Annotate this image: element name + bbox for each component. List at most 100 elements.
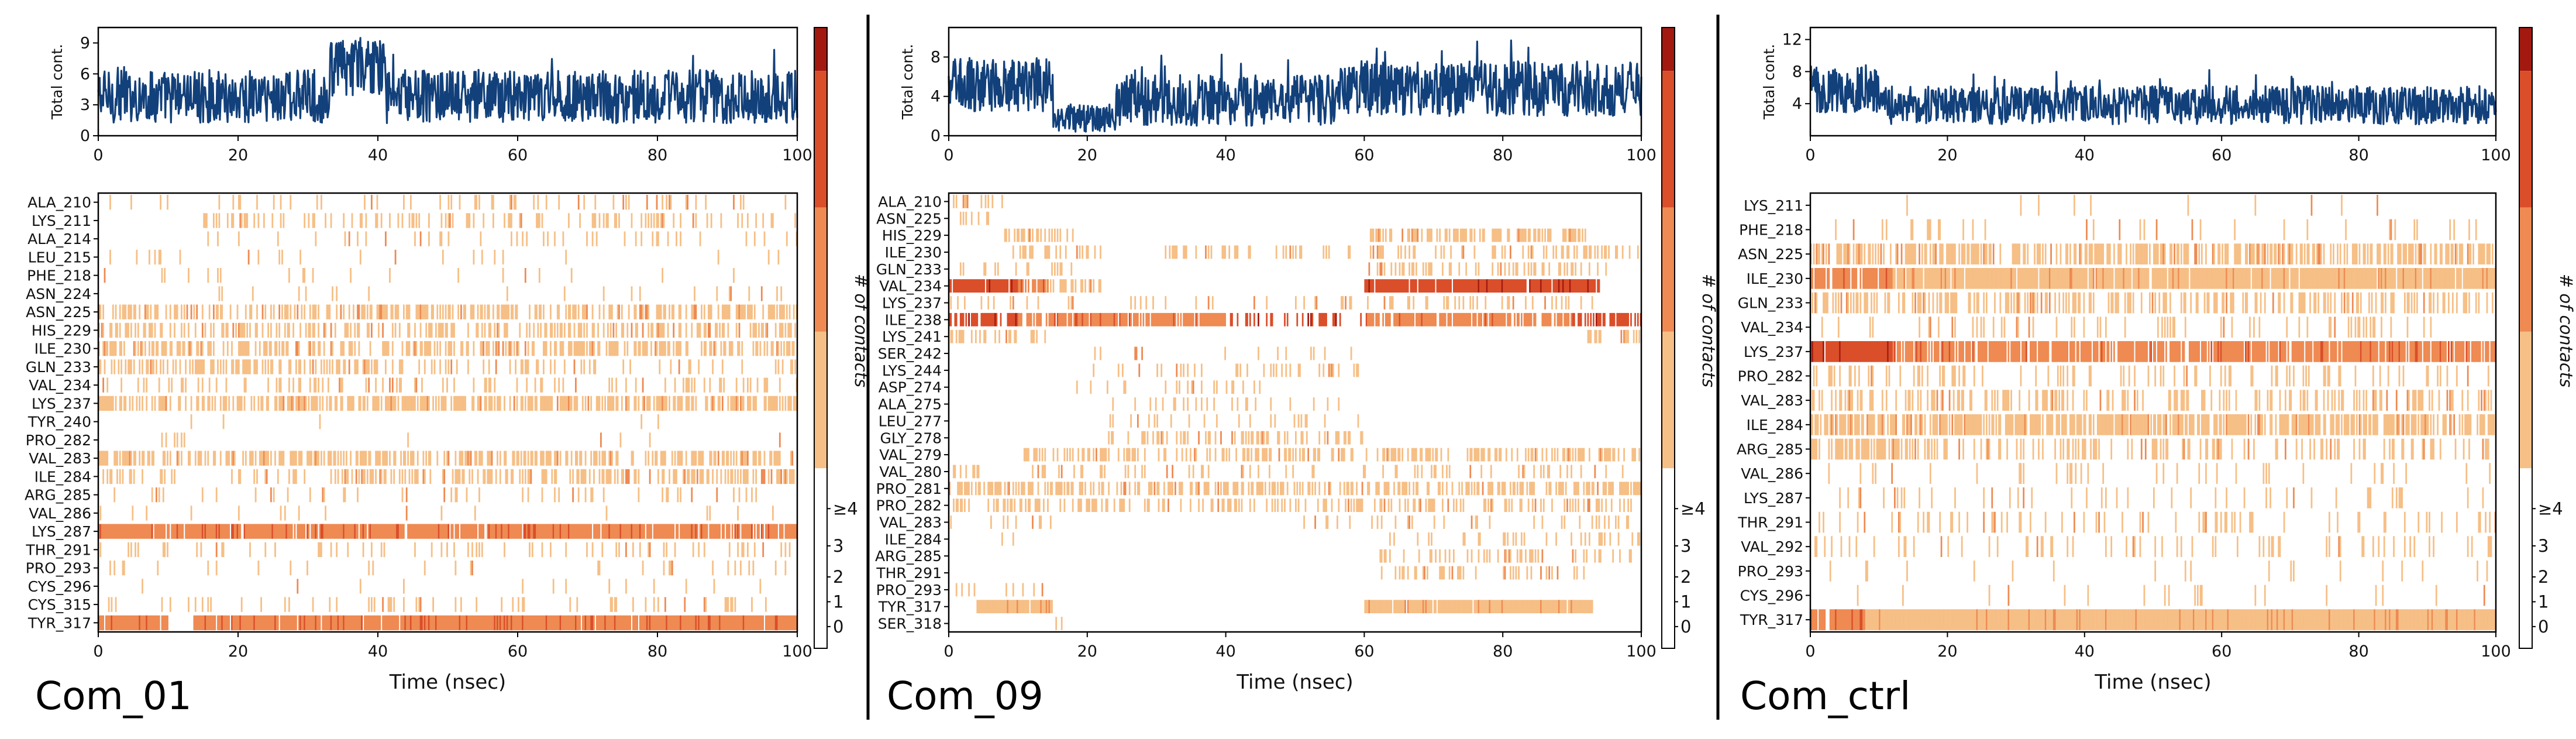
contact-mark <box>1245 397 1247 411</box>
contact-mark <box>1594 465 1596 479</box>
contact-mark <box>1507 312 1509 326</box>
contact-mark <box>1393 312 1395 326</box>
contact-mark <box>1001 195 1003 208</box>
contact-mark <box>467 524 469 539</box>
contact-mark <box>439 359 441 374</box>
contact-mark <box>158 615 160 631</box>
contact-mark <box>1473 312 1476 326</box>
contact-mark <box>638 487 640 503</box>
contact-mark <box>383 469 385 484</box>
contact-mark <box>752 322 755 338</box>
contact-mark <box>563 524 566 539</box>
contact-mark <box>466 615 468 631</box>
contact-mark <box>741 542 743 558</box>
contact-mark <box>210 597 212 612</box>
contact-mark <box>431 542 433 558</box>
contact-mark <box>481 249 483 265</box>
contact-mark <box>298 359 300 374</box>
residue-row-ala_210 <box>109 195 787 210</box>
contact-mark <box>1368 262 1370 276</box>
contact-mark <box>1545 448 1548 462</box>
contact-mark <box>1387 482 1390 496</box>
contact-mark <box>1461 245 1463 259</box>
contact-mark <box>160 322 161 338</box>
contact-mark <box>669 396 670 411</box>
contact-mark <box>970 482 973 496</box>
contact-mark <box>1187 312 1189 326</box>
contact-mark <box>577 341 580 356</box>
contact-mark <box>1029 482 1031 496</box>
contact-mark <box>721 524 724 539</box>
contact-mark <box>1207 431 1210 445</box>
contact-mark <box>348 396 350 411</box>
contact-mark <box>323 524 325 539</box>
contact-mark <box>1108 312 1110 326</box>
contact-mark <box>433 341 436 356</box>
contact-mark <box>976 312 979 326</box>
contact-mark <box>1231 431 1233 445</box>
contact-mark <box>1239 363 1242 377</box>
contact-mark <box>770 524 773 539</box>
contact-mark <box>1184 245 1186 259</box>
contact-mark <box>414 231 416 246</box>
residue-row-phe_218 <box>104 268 735 283</box>
contact-mark <box>178 451 180 466</box>
contact-mark <box>167 542 168 558</box>
contact-mark <box>1018 312 1020 326</box>
contact-mark <box>1586 245 1588 259</box>
contact-mark <box>181 432 182 448</box>
contact-mark <box>1508 228 1510 242</box>
contact-mark <box>772 396 774 411</box>
contact-mark <box>602 322 605 338</box>
contact-mark <box>1246 312 1248 326</box>
contact-mark <box>1572 279 1574 293</box>
contact-mark <box>751 597 753 612</box>
contact-mark <box>524 469 526 484</box>
contact-mark <box>264 615 267 631</box>
contact-mark <box>1216 380 1218 394</box>
contact-mark <box>376 524 378 539</box>
contact-mark <box>740 304 742 319</box>
contact-mark <box>407 451 409 466</box>
contact-mark <box>724 597 726 612</box>
contact-mark <box>1448 312 1451 326</box>
contact-mark <box>290 359 292 374</box>
contact-mark <box>1375 312 1377 326</box>
contact-mark <box>509 195 511 210</box>
contact-mark <box>1454 296 1456 310</box>
contact-mark <box>467 322 469 338</box>
contact-mark <box>497 615 498 631</box>
contact-mark <box>1462 245 1465 259</box>
contact-mark <box>1263 431 1265 445</box>
contact-mark <box>534 524 536 539</box>
contact-mark <box>660 322 662 338</box>
contact-mark <box>1624 329 1627 343</box>
contact-mark <box>295 396 297 411</box>
contact-mark <box>1130 296 1132 310</box>
contact-mark <box>611 597 613 612</box>
contact-mark <box>1231 380 1233 394</box>
contact-mark <box>550 451 552 466</box>
contact-mark <box>419 615 422 631</box>
contact-mark <box>325 524 326 539</box>
contact-mark <box>130 524 132 539</box>
contact-mark <box>1311 482 1314 496</box>
contact-mark <box>343 213 345 228</box>
contact-mark <box>1124 465 1127 479</box>
contact-mark <box>474 451 476 466</box>
contact-mark <box>156 359 157 374</box>
contact-mark <box>1399 448 1401 462</box>
contact-mark <box>383 542 385 558</box>
contact-mark <box>288 469 290 484</box>
contact-mark <box>200 451 202 466</box>
contact-mark <box>1067 312 1070 326</box>
contact-mark <box>490 377 491 393</box>
contact-mark <box>378 304 380 319</box>
contact-mark <box>519 469 521 484</box>
contact-mark <box>1188 312 1190 326</box>
contact-mark <box>667 615 669 631</box>
contact-mark <box>1504 482 1506 496</box>
contact-mark <box>219 359 222 374</box>
contact-mark <box>540 322 542 338</box>
contact-mark <box>685 304 687 319</box>
